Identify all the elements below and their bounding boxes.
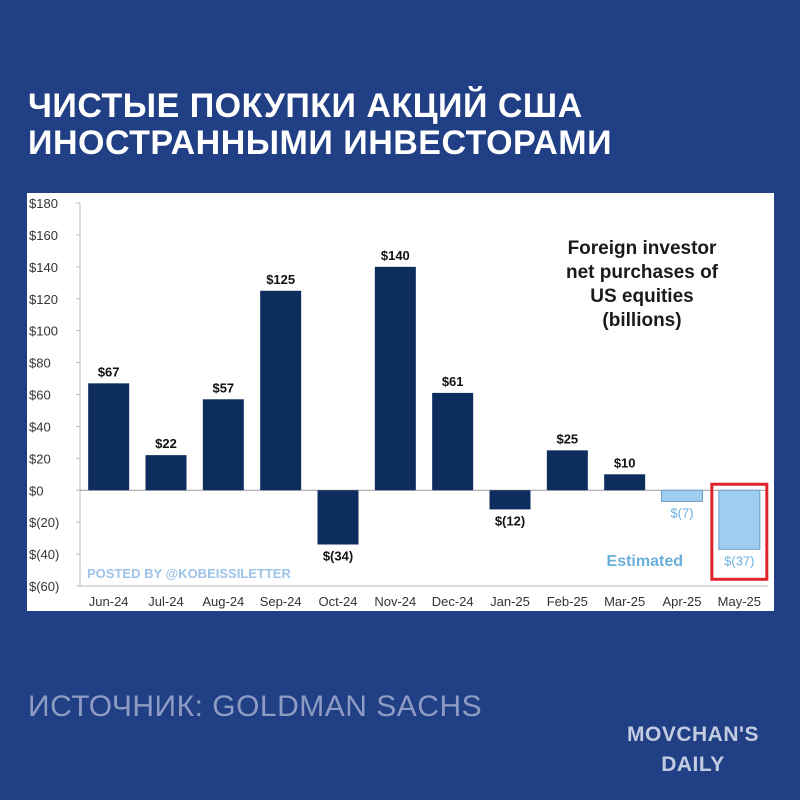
bar xyxy=(88,383,130,491)
x-tick-label: Feb-25 xyxy=(547,594,588,609)
bar xyxy=(604,474,646,491)
bar xyxy=(546,450,588,491)
chart-title: Foreign investor net purchases of US equit… xyxy=(566,238,719,331)
y-tick-label: $(20) xyxy=(29,515,59,530)
bars xyxy=(88,266,761,550)
value-label: $140 xyxy=(381,248,410,263)
value-label: $67 xyxy=(98,364,120,379)
bar xyxy=(317,490,359,545)
x-tick-label: Sep-24 xyxy=(260,594,302,609)
brand-line-2: DAILY xyxy=(661,753,725,776)
brand-line-1: MOVCHAN'S xyxy=(627,723,759,746)
y-tick-label: $140 xyxy=(29,260,58,275)
x-tick-label: Nov-24 xyxy=(374,594,416,609)
value-label: $25 xyxy=(556,431,578,446)
highlight-box xyxy=(710,482,769,581)
x-tick-label: Aug-24 xyxy=(202,594,244,609)
headline: ЧИСТЫЕ ПОКУПКИ АКЦИЙ США ИНОСТРАННЫМИ ИН… xyxy=(28,88,612,162)
value-label: $(37) xyxy=(724,553,754,568)
x-axis-labels: Jun-24 Jul-24 Aug-24 Sep-24 Oct-24 Nov-24 Dec-… xyxy=(89,594,761,609)
y-tick-label: $40 xyxy=(29,419,51,434)
value-label: $61 xyxy=(442,374,464,389)
bar xyxy=(718,489,761,550)
y-tick-label: $0 xyxy=(29,483,43,498)
chart-title-line: US equities xyxy=(590,286,693,307)
value-label: $(34) xyxy=(323,549,353,564)
x-tick-label: Jul-24 xyxy=(148,594,183,609)
y-axis: $180 $160 $140 $120 $100 $80 $60 $40 $20 $0 $(20) $… xyxy=(29,196,80,594)
x-tick-label: Oct-24 xyxy=(318,594,357,609)
bar xyxy=(260,290,302,491)
y-tick-label: $160 xyxy=(29,228,58,243)
watermark-text: POSTED BY @KOBEISSILETTER xyxy=(87,566,291,581)
value-label: $125 xyxy=(266,272,295,287)
value-labels: $67 $22 $57 $125 $(34) $140 $61 $(12) $25 $10 $(7)… xyxy=(98,248,755,568)
bar xyxy=(145,455,187,491)
headline-line-1: ЧИСТЫЕ ПОКУПКИ АКЦИЙ США xyxy=(28,87,583,125)
y-tick-label: $(60) xyxy=(29,579,59,594)
value-label: $10 xyxy=(614,455,636,470)
chart-title-line: (billions) xyxy=(602,310,681,331)
y-tick-label: $60 xyxy=(29,388,51,403)
value-label: $57 xyxy=(212,380,234,395)
y-tick-label: $120 xyxy=(29,292,58,307)
value-label: $(12) xyxy=(495,513,525,528)
headline-line-2: ИНОСТРАННЫМИ ИНВЕСТОРАМИ xyxy=(28,124,613,162)
value-label: $22 xyxy=(155,436,177,451)
x-tick-label: Apr-25 xyxy=(662,594,701,609)
x-tick-label: May-25 xyxy=(718,594,761,609)
bar-chart: $180 $160 $140 $120 $100 $80 $60 $40 $20 $0 $(20) $… xyxy=(29,196,769,609)
y-tick-label: $(40) xyxy=(29,547,59,562)
estimated-label: Estimated xyxy=(607,553,683,570)
bar xyxy=(661,489,703,502)
brand-logo: MOVCHAN'S DAILY xyxy=(610,720,776,780)
y-tick-label: $180 xyxy=(29,196,58,211)
x-tick-label: Mar-25 xyxy=(604,594,645,609)
value-label: $(7) xyxy=(670,505,693,520)
bar xyxy=(432,392,474,491)
bar xyxy=(489,490,531,510)
x-tick-label: Dec-24 xyxy=(432,594,474,609)
x-tick-label: Jun-24 xyxy=(89,594,129,609)
chart-title-line: Foreign investor xyxy=(568,238,717,259)
y-tick-label: $100 xyxy=(29,324,58,339)
source-caption: ИСТОЧНИК: GOLDMAN SACHS xyxy=(28,690,483,723)
bar xyxy=(374,266,416,491)
chart-card: $180 $160 $140 $120 $100 $80 $60 $40 $20 $0 $(20) $… xyxy=(27,193,774,611)
y-tick-label: $20 xyxy=(29,451,51,466)
x-tick-label: Jan-25 xyxy=(490,594,530,609)
bar xyxy=(202,399,244,491)
chart-title-line: net purchases of xyxy=(566,262,719,283)
y-tick-label: $80 xyxy=(29,356,51,371)
